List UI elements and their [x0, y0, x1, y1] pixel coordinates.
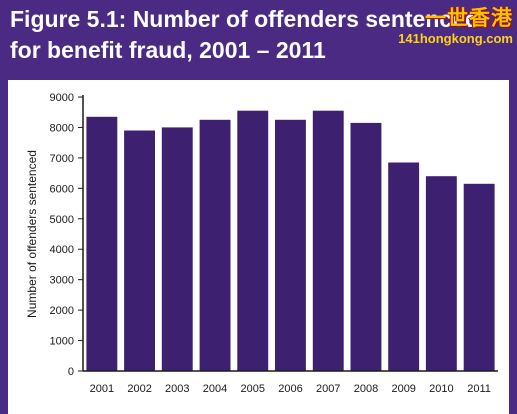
x-tick-label-2004: 2004	[203, 383, 227, 395]
x-tick-label-2001: 2001	[90, 383, 114, 395]
y-tick-label-2000: 2000	[50, 305, 74, 317]
y-tick-label-9000: 9000	[50, 92, 74, 104]
y-tick-label-1000: 1000	[50, 336, 74, 348]
x-tick-label-2002: 2002	[127, 383, 151, 395]
chart-title-line-1: Figure 5.1: Number of offenders sentence…	[10, 6, 480, 32]
bar-2007	[312, 110, 344, 371]
y-tick-label-0: 0	[68, 366, 74, 378]
x-tick-label-2003: 2003	[165, 383, 189, 395]
bar-2010	[425, 176, 457, 371]
chart-title-line-2: for benefit fraud, 2001 – 2011	[10, 37, 326, 63]
labels-layer: 2001 2002 2003 2004 2005 2006 2007 2008 2009 2010…	[50, 92, 491, 395]
y-tick-label-4000: 4000	[50, 244, 74, 256]
title-band: Figure 5.1: Number of offenders sentence…	[0, 0, 517, 78]
watermark-logo: 一世香港 141hongkong.com	[395, 6, 513, 52]
x-tick-label-2005: 2005	[241, 383, 265, 395]
chart-panel: 2001 2002 2003 2004 2005 2006 2007 2008 2009 2010…	[8, 80, 509, 414]
y-tick-label-8000: 8000	[50, 122, 74, 134]
y-tick-label-6000: 6000	[50, 183, 74, 195]
x-tick-label-2006: 2006	[278, 383, 302, 395]
x-tick-label-2011: 2011	[467, 383, 491, 395]
bars-layer	[86, 110, 495, 372]
y-tick-label-5000: 5000	[50, 214, 74, 226]
bar-chart: 2001 2002 2003 2004 2005 2006 2007 2008 2009 2010…	[25, 92, 498, 395]
x-tick-label-2007: 2007	[316, 383, 340, 395]
watermark-url-text: 141hongkong.com	[398, 31, 513, 46]
bar-2003	[161, 127, 193, 372]
bar-2006	[275, 119, 306, 371]
bar-2002	[124, 130, 155, 371]
bar-2008	[350, 122, 382, 372]
x-tick-label-2009: 2009	[391, 383, 415, 395]
y-tick-label-7000: 7000	[50, 153, 74, 165]
bar-2011	[463, 183, 495, 371]
bar-2001	[86, 116, 118, 371]
chart-title: Figure 5.1: Number of offenders sentence…	[10, 4, 510, 66]
x-tick-label-2008: 2008	[354, 383, 378, 395]
bar-2005	[237, 110, 269, 371]
bar-2009	[388, 162, 420, 371]
axes-layer	[78, 95, 498, 372]
y-axis-label: Number of offenders sentenced	[25, 150, 39, 318]
y-tick-label-3000: 3000	[50, 275, 74, 287]
bar-2004	[199, 119, 231, 371]
x-tick-label-2010: 2010	[429, 383, 453, 395]
watermark-cjk-text: 一世香港	[425, 6, 513, 30]
